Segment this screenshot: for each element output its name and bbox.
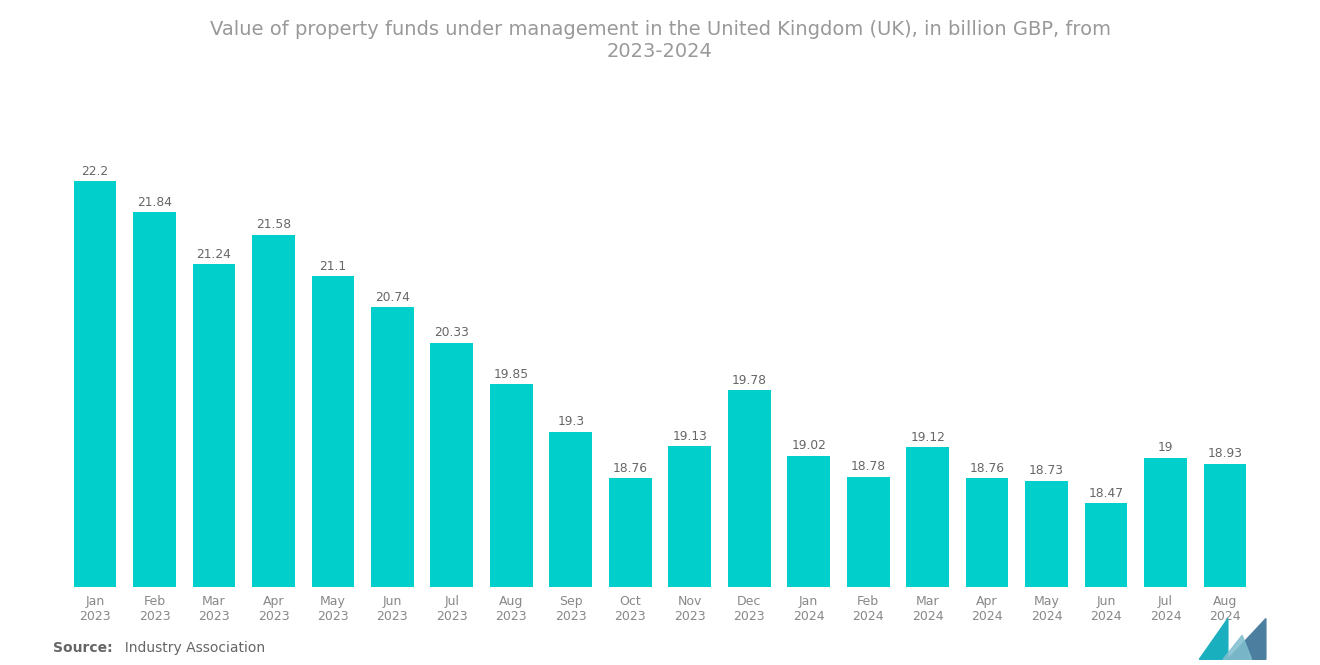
Polygon shape: [1200, 618, 1228, 659]
Bar: [907, 447, 949, 665]
Text: Value of property funds under management in the United Kingdom (UK), in billion : Value of property funds under management…: [210, 20, 1110, 61]
Bar: [312, 276, 354, 665]
Bar: [430, 342, 474, 665]
Bar: [1144, 458, 1187, 665]
Bar: [490, 384, 533, 665]
Bar: [787, 456, 830, 665]
Bar: [193, 264, 235, 665]
Text: 19: 19: [1158, 441, 1173, 454]
Text: 18.76: 18.76: [970, 462, 1005, 475]
Text: 18.76: 18.76: [612, 462, 648, 475]
Text: 21.84: 21.84: [137, 196, 172, 209]
Bar: [1085, 503, 1127, 665]
Text: 19.85: 19.85: [494, 368, 529, 380]
Bar: [252, 235, 294, 665]
Text: 21.58: 21.58: [256, 218, 290, 231]
Bar: [966, 478, 1008, 665]
Text: 19.3: 19.3: [557, 415, 585, 428]
Bar: [549, 432, 593, 665]
Text: 19.12: 19.12: [911, 431, 945, 444]
Bar: [1204, 464, 1246, 665]
Bar: [609, 478, 652, 665]
Text: 19.02: 19.02: [791, 440, 826, 452]
Bar: [846, 477, 890, 665]
Text: 19.78: 19.78: [731, 374, 767, 387]
Bar: [668, 446, 711, 665]
Bar: [1026, 481, 1068, 665]
Text: 20.74: 20.74: [375, 291, 409, 304]
Text: 21.24: 21.24: [197, 247, 231, 261]
Bar: [74, 181, 116, 665]
Polygon shape: [1224, 635, 1251, 659]
Text: 18.93: 18.93: [1208, 447, 1242, 460]
Polygon shape: [1228, 618, 1266, 659]
Text: Industry Association: Industry Association: [116, 641, 265, 655]
Text: 18.78: 18.78: [850, 460, 886, 473]
Bar: [133, 212, 176, 665]
Text: 19.13: 19.13: [672, 430, 708, 443]
Text: 21.1: 21.1: [319, 260, 346, 273]
Bar: [727, 390, 771, 665]
Text: 20.33: 20.33: [434, 327, 470, 339]
Text: Source:: Source:: [53, 641, 112, 655]
Text: 18.47: 18.47: [1089, 487, 1123, 500]
Text: 22.2: 22.2: [82, 165, 108, 178]
Bar: [371, 307, 413, 665]
Text: 18.73: 18.73: [1030, 464, 1064, 477]
